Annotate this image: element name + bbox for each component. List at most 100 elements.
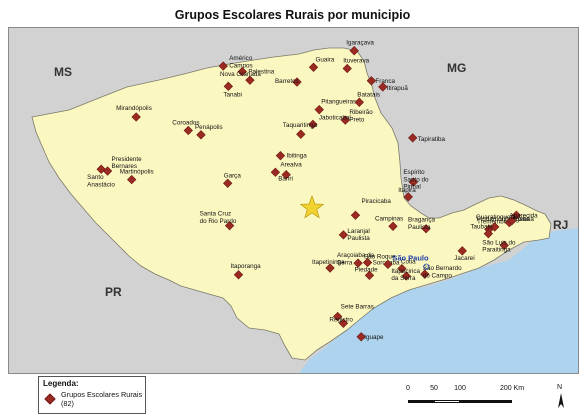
city-marker-icon[interactable] — [338, 230, 349, 240]
city-marker-icon[interactable] — [325, 263, 335, 273]
city-marker[interactable]: Campinas — [375, 215, 403, 231]
city-marker-icon[interactable] — [131, 112, 141, 122]
city-marker[interactable]: Jacareí — [454, 246, 475, 262]
city-marker[interactable]: Taubaté — [470, 224, 494, 239]
city-marker-icon[interactable] — [353, 258, 363, 268]
city-marker-icon[interactable] — [338, 318, 349, 328]
city-marker-icon[interactable] — [270, 167, 281, 177]
city-marker-icon[interactable] — [354, 97, 364, 107]
city-marker-icon[interactable] — [349, 46, 359, 56]
city-marker-icon[interactable] — [218, 61, 228, 71]
city-marker-icon[interactable] — [408, 177, 419, 187]
city-marker[interactable]: Iguape — [356, 332, 384, 342]
city-marker[interactable]: Cotia — [397, 259, 416, 274]
city-marker[interactable]: Pindamonhangaba — [477, 216, 530, 232]
city-marker-icon[interactable] — [342, 63, 352, 74]
city-marker[interactable]: Jaboticabal — [308, 114, 351, 130]
city-marker[interactable]: Penápolis — [195, 124, 223, 140]
city-marker-icon[interactable] — [308, 119, 318, 130]
city-marker[interactable]: Santo Anastácio — [87, 164, 115, 188]
city-marker-icon[interactable] — [483, 228, 494, 239]
city-marker[interactable]: Registro — [329, 316, 353, 328]
city-marker[interactable]: Garça — [223, 172, 241, 188]
city-marker-icon[interactable] — [196, 130, 206, 140]
city-marker[interactable]: Sete Barras — [333, 304, 374, 322]
city-marker[interactable]: Itaporanga — [231, 263, 262, 280]
city-marker[interactable]: Tanabi — [223, 81, 242, 98]
city-marker[interactable]: Guaira — [308, 56, 335, 72]
city-marker[interactable]: Laranjal Paulista — [338, 228, 370, 242]
city-marker-icon[interactable] — [275, 151, 286, 161]
city-marker[interactable]: Itapira — [398, 187, 416, 202]
city-marker-icon[interactable] — [292, 77, 302, 87]
city-marker[interactable]: Ituverava — [342, 58, 370, 74]
city-marker[interactable]: São Luis do Paraitinga — [482, 239, 516, 253]
map-canvas[interactable]: MS MG RJ PR Igaraçava Américo Campos Guaira Itu… — [8, 27, 579, 374]
city-marker-icon[interactable] — [296, 129, 306, 139]
city-marker[interactable]: Pitangueiras — [314, 99, 356, 115]
city-marker-icon[interactable] — [378, 82, 388, 92]
city-marker-icon[interactable] — [408, 133, 418, 143]
city-marker[interactable]: Bariri — [278, 170, 293, 183]
city-marker[interactable]: Arealva — [270, 161, 302, 177]
city-marker-icon[interactable] — [397, 263, 407, 274]
city-marker-icon[interactable] — [333, 311, 343, 322]
city-marker[interactable]: Ribeirão Preto — [340, 109, 373, 125]
city-marker-icon[interactable] — [350, 210, 361, 220]
city-marker[interactable]: Mirandópolis — [116, 105, 152, 122]
city-marker[interactable]: Coroados — [172, 120, 200, 136]
city-marker-icon[interactable] — [362, 257, 373, 268]
city-marker-icon[interactable] — [224, 221, 235, 231]
city-marker[interactable]: Espírito Santo do Pinhal — [403, 169, 429, 190]
city-marker-icon[interactable] — [223, 81, 234, 91]
city-marker-icon[interactable] — [183, 125, 193, 136]
city-marker[interactable]: Barretos — [275, 77, 302, 87]
city-marker[interactable]: São Bernardo do Campo — [420, 265, 463, 279]
city-marker-icon[interactable] — [383, 259, 393, 270]
city-marker-icon[interactable] — [421, 224, 431, 234]
city-marker-icon[interactable] — [457, 246, 467, 256]
city-marker[interactable]: Piracicaba — [350, 198, 391, 220]
city-marker[interactable]: Araçoiaba da Serra — [337, 252, 375, 268]
city-marker[interactable]: Ibitinga — [275, 151, 307, 161]
city-marker-icon[interactable] — [511, 210, 521, 220]
map-svg[interactable]: MS MG RJ PR Igaraçava Américo Campos Guaira Itu… — [9, 28, 578, 373]
city-marker[interactable]: Santa Cruz do Rio Pardo — [200, 211, 237, 231]
city-marker-icon[interactable] — [366, 76, 377, 86]
city-marker[interactable]: Batatais — [354, 91, 380, 107]
city-marker[interactable]: Igaraçava — [346, 40, 374, 56]
city-marker-icon[interactable] — [420, 269, 430, 279]
city-marker-icon[interactable] — [356, 332, 366, 342]
city-marker[interactable]: Guaratinguetá — [476, 214, 517, 226]
city-marker-icon[interactable] — [281, 170, 291, 180]
city-marker[interactable]: Piedade — [354, 266, 378, 281]
city-marker[interactable]: Martinópolis — [120, 169, 154, 185]
city-marker[interactable]: São Roque — [364, 253, 396, 270]
city-marker[interactable]: Nova Granada — [220, 71, 261, 85]
city-marker[interactable]: Franca — [366, 76, 395, 86]
city-marker[interactable]: Itapetininga — [312, 259, 345, 273]
city-marker[interactable]: Itirapuã — [378, 82, 409, 92]
city-marker[interactable]: Palestina — [237, 66, 275, 77]
city-marker-icon[interactable] — [340, 115, 350, 125]
city-marker[interactable]: Itapecirica da Serra — [391, 268, 420, 282]
city-marker-icon[interactable] — [127, 174, 137, 185]
city-marker-icon[interactable] — [314, 104, 324, 115]
city-marker[interactable]: Lorena — [511, 210, 534, 223]
city-marker-icon[interactable] — [308, 62, 319, 72]
city-marker-icon[interactable] — [490, 222, 500, 232]
city-marker[interactable]: Américo Campos — [218, 55, 253, 71]
city-marker[interactable]: Bragança Paulista — [408, 217, 436, 234]
city-marker-icon[interactable] — [237, 66, 247, 77]
city-marker-icon[interactable] — [388, 221, 398, 231]
city-marker-icon[interactable] — [96, 164, 106, 174]
city-marker-icon[interactable] — [403, 192, 413, 202]
city-marker[interactable]: Taquaritinga — [283, 122, 318, 139]
city-marker-icon[interactable] — [223, 178, 233, 188]
city-marker-icon[interactable] — [507, 216, 517, 226]
city-marker-icon[interactable] — [364, 270, 375, 281]
city-marker-icon[interactable] — [245, 75, 255, 85]
city-marker[interactable]: Tapiratiba — [408, 133, 446, 143]
city-marker-icon[interactable] — [233, 270, 244, 280]
city-marker-icon[interactable] — [499, 240, 509, 250]
